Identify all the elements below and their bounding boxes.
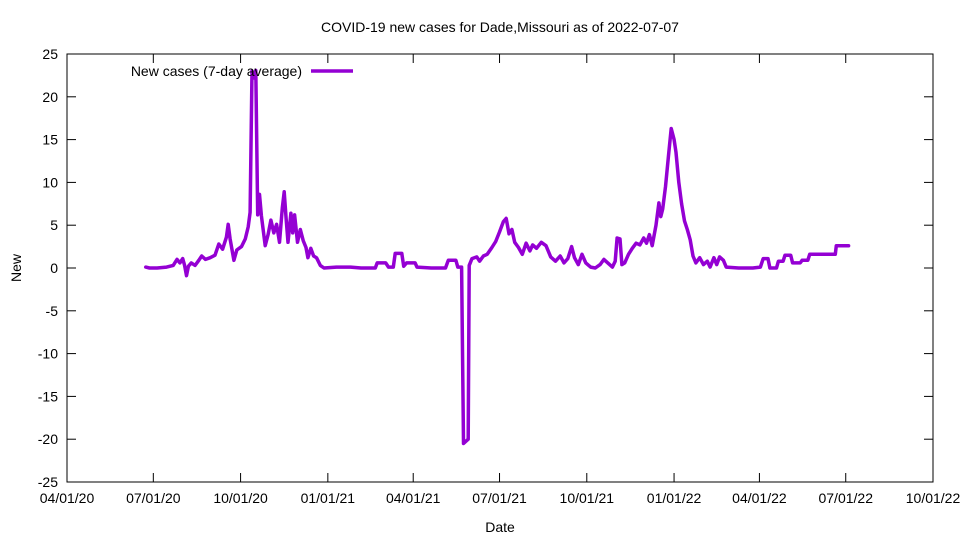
y-tick-label: -25 [38,474,58,490]
x-tick-label: 01/01/22 [647,490,702,506]
x-tick-label: 10/01/20 [213,490,268,506]
y-tick-label: 0 [50,260,58,276]
y-axis-ticks: -25 -20 -15 -10 -5 0 5 10 15 20 25 [38,46,933,490]
legend: New cases (7-day average) [131,63,353,79]
y-tick-label: 15 [42,132,58,148]
y-tick-label: -10 [38,346,58,362]
y-tick-label: 10 [42,174,58,190]
x-tick-label: 04/01/21 [386,490,441,506]
y-tick-label: -20 [38,431,58,447]
x-tick-label: 04/01/22 [732,490,787,506]
x-axis-label: Date [485,519,515,535]
series-line-new-cases [143,68,851,446]
x-tick-label: 01/01/21 [301,490,356,506]
chart-title: COVID-19 new cases for Dade,Missouri as … [321,19,679,35]
plot-area-frame [66,53,934,483]
y-tick-label: 5 [50,217,58,233]
y-tick-label: -15 [38,388,58,404]
x-tick-label: 10/01/22 [906,490,960,506]
x-tick-label: 10/01/21 [560,490,615,506]
legend-label: New cases (7-day average) [131,63,302,79]
y-axis-label: New [8,253,24,282]
x-tick-label: 04/01/20 [40,490,95,506]
x-tick-label: 07/01/21 [472,490,527,506]
x-tick-label: 07/01/22 [818,490,873,506]
y-tick-label: 20 [42,89,58,105]
y-tick-label: 25 [42,46,58,62]
x-tick-label: 07/01/20 [126,490,181,506]
y-tick-label: -5 [46,303,59,319]
x-axis-ticks: 04/01/20 07/01/20 10/01/20 01/01/21 04/01/21… [40,54,960,506]
